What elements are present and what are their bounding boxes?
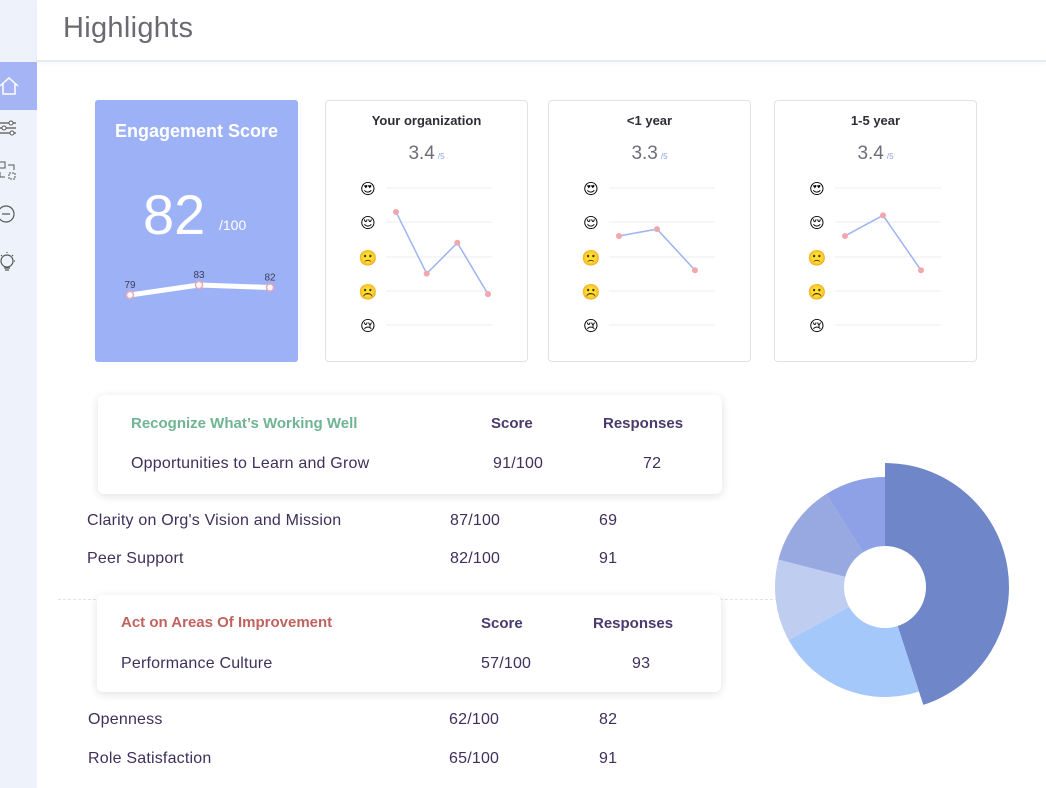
table-row-score: 62/100 xyxy=(449,711,500,728)
table-row-score: 91/100 xyxy=(493,455,544,472)
mini-chart-title: 1-5 year xyxy=(850,113,901,128)
emoji-scale-icon: 😍 xyxy=(583,180,599,198)
mini-chart-title: Your organization xyxy=(371,113,482,128)
improvement-card: Act on Areas Of Improvement Score Respon… xyxy=(97,595,721,692)
mini-chart-value: 3.4/5 xyxy=(408,143,445,164)
mini-chart-plot: 😍 😌 🙁 ☹️ 😢 xyxy=(582,180,715,335)
trend-point-label: 79 xyxy=(124,280,136,291)
header: Highlights xyxy=(37,0,1046,62)
donut-hole xyxy=(844,546,926,628)
table-row-responses: 91 xyxy=(599,750,618,767)
trend-point-label: 83 xyxy=(193,270,205,281)
score-column-header[interactable]: Score xyxy=(491,415,533,432)
series-point[interactable] xyxy=(842,232,848,239)
series-point[interactable] xyxy=(393,208,399,215)
table-row-name: Openness xyxy=(88,711,163,728)
swap-icon xyxy=(0,161,16,180)
lightbulb-icon xyxy=(0,252,15,271)
donut-chart xyxy=(775,463,1009,705)
donut-slice[interactable] xyxy=(775,559,885,640)
table-row-name: Opportunities to Learn and Grow xyxy=(131,455,370,472)
sidebar-item-sliders[interactable] xyxy=(0,104,37,152)
table-row-responses: 72 xyxy=(643,455,662,472)
sliders-icon xyxy=(0,120,16,136)
trend-point[interactable] xyxy=(194,280,204,290)
donut-slice[interactable] xyxy=(885,463,1009,705)
table-row-name: Performance Culture xyxy=(121,655,273,672)
table-row-score: 57/100 xyxy=(481,655,532,672)
engagement-score-max: /100 xyxy=(219,217,247,233)
emoji-scale-icon: 😢 xyxy=(809,317,825,335)
mini-chart-1-5-year[interactable]: 1-5 year 3.4/5 😍 😌 🙁 ☹️ 😢 xyxy=(774,100,977,362)
table-row-responses: 82 xyxy=(599,711,618,728)
emoji-scale-icon: 😍 xyxy=(809,180,825,198)
table-row-score: 82/100 xyxy=(450,550,501,567)
score-column-header[interactable]: Score xyxy=(481,615,523,632)
mini-chart-plot: 😍 😌 🙁 ☹️ 😢 xyxy=(359,180,492,335)
mini-chart-value: 3.3/5 xyxy=(631,143,668,164)
emoji-scale-icon: 😢 xyxy=(360,317,376,335)
working-well-title: Recognize What’s Working Well xyxy=(131,415,358,432)
mini-chart-organization[interactable]: Your organization 3.4/5 😍 😌 🙁 ☹️ 😢 xyxy=(325,100,528,362)
emoji-scale-icon: 🙁 xyxy=(359,249,378,267)
series-line xyxy=(395,211,489,295)
series-point[interactable] xyxy=(454,239,461,246)
series-point[interactable] xyxy=(654,226,660,233)
table-row-responses: 93 xyxy=(632,655,651,672)
series-point[interactable] xyxy=(485,291,491,298)
working-well-card: Recognize What’s Working Well Score Resp… xyxy=(98,395,722,494)
emoji-scale-icon: ☹️ xyxy=(359,283,378,301)
sidebar-item-minus[interactable] xyxy=(0,190,37,238)
sidebar-item-ideas[interactable] xyxy=(0,238,37,286)
series-line xyxy=(844,214,922,271)
emoji-scale-icon: 😍 xyxy=(360,180,376,198)
engagement-score-value: 82 xyxy=(143,183,206,246)
emoji-scale-icon: 😌 xyxy=(360,214,376,232)
engagement-title: Engagement Score xyxy=(114,121,279,141)
sidebar-item-swap[interactable] xyxy=(0,147,37,195)
emoji-scale-icon: ☹️ xyxy=(808,283,827,301)
responses-column-header[interactable]: Responses xyxy=(603,415,684,432)
series-point[interactable] xyxy=(692,267,698,274)
emoji-scale-icon: 🙁 xyxy=(582,249,601,267)
home-icon xyxy=(0,76,19,95)
mini-chart-value: 3.4/5 xyxy=(857,143,894,164)
emoji-scale-icon: 🙁 xyxy=(808,249,827,267)
table-row-responses: 91 xyxy=(599,550,618,567)
emoji-scale-icon: 😌 xyxy=(809,214,825,232)
sidebar-item-home[interactable] xyxy=(0,62,37,110)
mini-chart-under-1-year[interactable]: <1 year 3.3/5 😍 😌 🙁 ☹️ 😢 xyxy=(548,100,751,362)
table-row-name: Peer Support xyxy=(87,550,184,567)
trend-point[interactable] xyxy=(125,290,135,300)
engagement-score-card[interactable]: Engagement Score 82 /100 79 83 82 xyxy=(95,100,298,362)
mini-chart-title: <1 year xyxy=(626,113,673,128)
table-row-score: 65/100 xyxy=(449,750,500,767)
emoji-scale-icon: 😌 xyxy=(583,214,599,232)
minus-circle-icon xyxy=(0,205,15,223)
series-line xyxy=(618,228,696,271)
series-point[interactable] xyxy=(918,267,924,274)
page-title: Highlights xyxy=(63,12,194,44)
mini-chart-plot: 😍 😌 🙁 ☹️ 😢 xyxy=(808,180,941,335)
series-point[interactable] xyxy=(616,232,622,239)
trend-point[interactable] xyxy=(265,283,275,292)
trend-point-label: 82 xyxy=(264,273,276,284)
engagement-trend-chart: 79 83 82 xyxy=(124,270,276,300)
series-point[interactable] xyxy=(880,212,886,219)
emoji-scale-icon: ☹️ xyxy=(582,283,601,301)
table-row-responses: 69 xyxy=(599,512,618,529)
table-row-name: Clarity on Org's Vision and Mission xyxy=(87,512,342,529)
responses-column-header[interactable]: Responses xyxy=(593,615,674,632)
series-point[interactable] xyxy=(423,270,430,277)
table-row-score: 87/100 xyxy=(450,512,501,529)
emoji-scale-icon: 😢 xyxy=(583,317,599,335)
improvement-title: Act on Areas Of Improvement xyxy=(121,614,333,631)
table-row-name: Role Satisfaction xyxy=(88,750,212,767)
sidebar xyxy=(0,0,37,788)
